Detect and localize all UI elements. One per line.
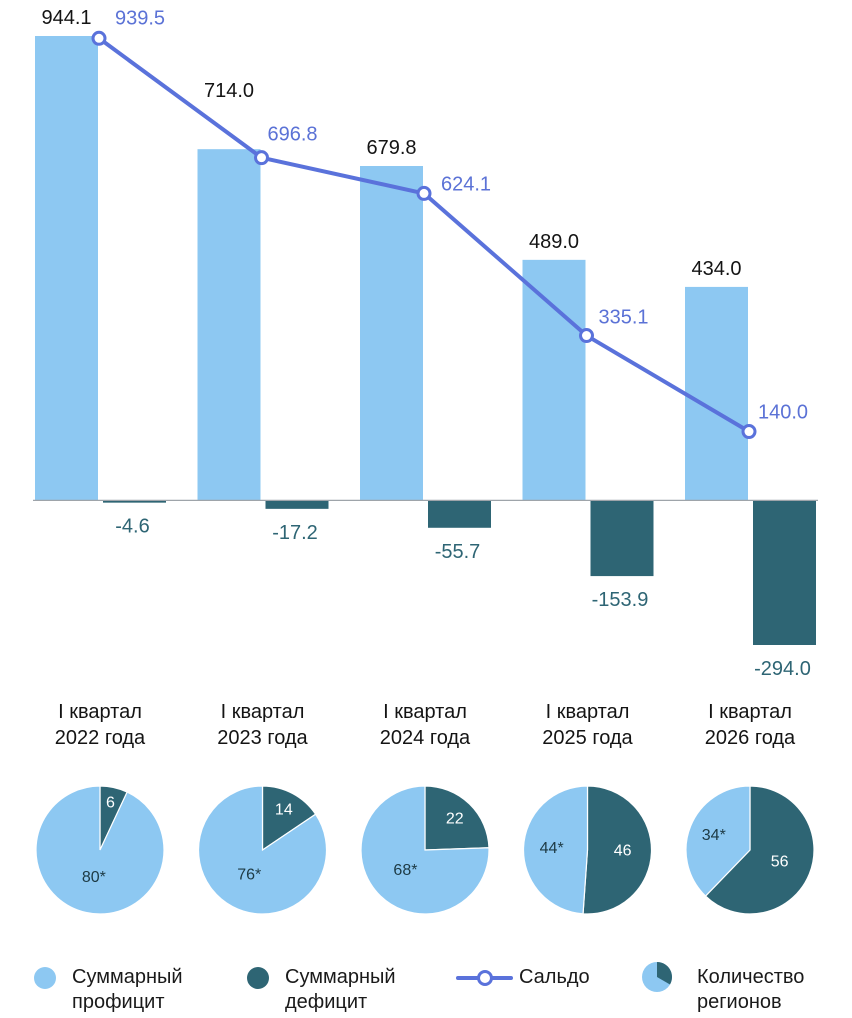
profit-bar (522, 259, 586, 501)
pie-slice-profit (35, 785, 165, 915)
legend-label-profit: Суммарный профицит (72, 966, 183, 1013)
saldo-value-label: 335.1 (598, 307, 648, 329)
profit-value-label: 434.0 (691, 258, 741, 280)
saldo-line (97, 36, 751, 434)
pie-label-deficit: 22 (446, 811, 464, 828)
regions-pie-chart: 14 76* (197, 785, 328, 915)
pie-slice-deficit (582, 785, 653, 915)
pie-label-deficit: 56 (771, 853, 789, 870)
legend-pie-deficit-part (657, 962, 673, 985)
legend-saldo-marker-icon (477, 970, 493, 986)
pie-slice-deficit (424, 785, 490, 851)
category-label: I квартал 2025 года (542, 701, 633, 749)
pie-label-profit: 34* (702, 827, 726, 844)
saldo-marker (741, 424, 757, 440)
profit-value-label: 714.0 (204, 80, 254, 102)
regions-pie-chart: 6 80* (35, 785, 165, 915)
saldo-marker (416, 185, 432, 201)
regions-pie-chart: 56 34* (685, 785, 815, 915)
pie-label-profit: 68* (393, 862, 417, 879)
pie-label-profit: 76* (237, 866, 261, 883)
legend-profit-dot-icon (34, 967, 56, 989)
deficit-bar (590, 500, 654, 577)
deficit-value-label: -153.9 (592, 589, 649, 611)
deficit-bar (753, 500, 816, 645)
region-pies: 6 80* 14 76* 22 68* 46 44* 56 34* (35, 785, 815, 915)
pie-slice-profit (685, 785, 751, 897)
saldo-marker (579, 328, 594, 344)
deficit-bar (428, 500, 491, 528)
saldo-marker (91, 30, 107, 46)
pie-label-profit: 80* (82, 869, 106, 886)
category-label: I квартал 2024 года (379, 701, 471, 749)
pie-slice-profit (360, 785, 490, 915)
saldo-value-label: 140.0 (758, 402, 808, 424)
value-labels: 944.1 -4.6 714.0 -17.2 679.8 -55.7 489.0 -153.9… (41, 7, 810, 680)
deficit-value-label: -4.6 (115, 516, 149, 538)
deficit-bar (103, 500, 166, 503)
legend-label-deficit: Суммарный дефицит (285, 966, 396, 1013)
category-label: I квартал 2022 года (54, 701, 146, 749)
profit-value-label: 489.0 (529, 231, 579, 253)
profit-bar (685, 286, 748, 501)
legend-icons (34, 962, 673, 992)
saldo-value-label: 624.1 (441, 173, 491, 195)
saldo-value-label: 939.5 (115, 7, 165, 29)
legend-deficit-dot-icon (247, 967, 269, 989)
saldo-series (91, 30, 757, 440)
profit-bar (197, 149, 261, 501)
deficit-bars (103, 500, 816, 645)
pie-slice-deficit (261, 785, 317, 852)
regions-pie-chart: 22 68* (360, 785, 490, 915)
deficit-value-label: -55.7 (435, 541, 481, 563)
pie-slice-deficit (704, 785, 815, 915)
profit-bar (35, 36, 98, 501)
profit-bars (35, 36, 748, 501)
regions-pie-chart: 46 44* (522, 785, 653, 915)
profit-value-label: 679.8 (366, 137, 416, 159)
legend-saldo-line-icon (456, 970, 513, 986)
pie-label-deficit: 6 (106, 795, 115, 812)
pie-label-profit: 44* (540, 840, 564, 857)
legend-label-regions: Количество регионов (697, 966, 805, 1013)
saldo-value-label: 696.8 (267, 124, 317, 146)
deficit-bar (265, 500, 329, 509)
legend-regions-pie-icon (642, 962, 673, 992)
deficit-value-label: -294.0 (754, 658, 811, 680)
category-label: I квартал 2026 года (704, 701, 796, 749)
pie-slice-profit (197, 785, 328, 915)
pie-slice-profit (522, 785, 589, 915)
legend-label-saldo: Сальдо (519, 966, 590, 988)
deficit-value-label: -17.2 (272, 522, 318, 544)
pie-label-deficit: 46 (614, 843, 632, 860)
pie-label-deficit: 14 (275, 801, 293, 818)
saldo-marker (254, 150, 269, 166)
category-label: I квартал 2023 года (217, 701, 308, 749)
profit-value-label: 944.1 (41, 7, 91, 29)
profit-bar (360, 166, 423, 501)
